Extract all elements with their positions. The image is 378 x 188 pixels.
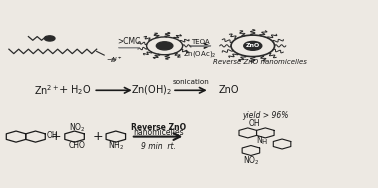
Text: +: + (93, 130, 103, 143)
Text: CHO: CHO (69, 141, 86, 150)
Text: +: + (51, 130, 61, 143)
Text: +: + (59, 85, 68, 95)
Text: NO$_2$: NO$_2$ (243, 154, 259, 167)
Circle shape (45, 36, 55, 41)
Text: NO$_2$: NO$_2$ (69, 121, 86, 134)
Text: >CMC: >CMC (117, 37, 141, 46)
Text: Reverse ZnO: Reverse ZnO (131, 123, 186, 132)
Text: Reverse ZnO nanomicelles: Reverse ZnO nanomicelles (213, 59, 307, 65)
Text: 9 min  rt.: 9 min rt. (141, 142, 176, 151)
Text: Zn(OAc)$_2$: Zn(OAc)$_2$ (183, 49, 217, 59)
Text: ZnO: ZnO (218, 85, 239, 95)
Text: NH$_2$: NH$_2$ (108, 139, 124, 152)
Text: TEOA: TEOA (191, 39, 209, 45)
Text: nanomicelles: nanomicelles (133, 128, 184, 137)
Text: sonication: sonication (172, 79, 209, 85)
Text: N: N (257, 136, 262, 145)
Circle shape (244, 41, 262, 50)
Text: OH: OH (47, 131, 59, 140)
Text: Zn$^{2+}$: Zn$^{2+}$ (34, 83, 59, 97)
Text: $Br^-$: $Br^-$ (110, 56, 122, 64)
Text: H$_2$O: H$_2$O (70, 83, 91, 97)
Text: Zn(OH)$_2$: Zn(OH)$_2$ (131, 83, 172, 97)
Text: $-N^+$: $-N^+$ (106, 55, 122, 64)
Text: H: H (262, 139, 266, 145)
Text: OH: OH (249, 119, 260, 128)
Text: yield > 96%: yield > 96% (243, 111, 289, 120)
Text: ZnO: ZnO (246, 43, 260, 48)
Circle shape (156, 42, 173, 50)
